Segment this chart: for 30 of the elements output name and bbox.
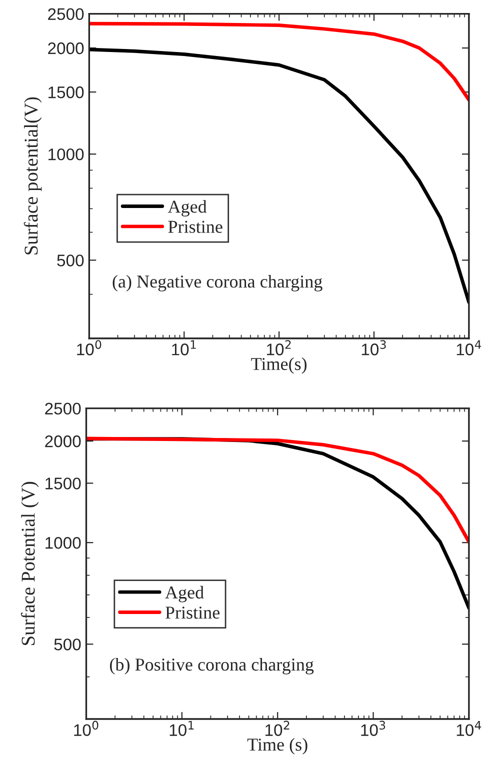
x-tick-label: 10$^{0}$ — [74, 720, 98, 736]
x-tick-label: 10$^{4}$ — [456, 340, 482, 356]
y-tick-label: 500 — [54, 638, 81, 650]
x-tick-label: 10$^{3}$ — [362, 340, 386, 356]
annotation: (b) Positive corona charging — [110, 658, 314, 674]
legend-label: Pristine — [168, 220, 222, 233]
y-tick-label: 1000 — [48, 148, 84, 160]
y-tick-label: 2000 — [45, 435, 81, 448]
legend-label: Pristine — [165, 606, 220, 619]
y-tick-label: 2000 — [48, 42, 84, 54]
x-tick-label: 10$^{3}$ — [361, 720, 386, 736]
x-tick-label: 10$^{2}$ — [266, 340, 291, 356]
x-axis-title: Time(s) — [251, 357, 307, 374]
annotation: (a) Negative corona charging — [112, 274, 322, 292]
y-axis-title: Surface potential(V) — [24, 97, 42, 254]
legend-label: Aged — [168, 200, 207, 217]
y-tick-label: 2500 — [48, 8, 84, 20]
x-tick-label: 10$^{2}$ — [266, 720, 290, 736]
y-tick-label: 1000 — [46, 537, 81, 549]
y-tick-label: 2500 — [45, 402, 81, 415]
x-tick-label: 10$^{4}$ — [456, 720, 482, 736]
x-tick-label: 10$^{1}$ — [170, 720, 194, 736]
legend-label: Aged — [165, 586, 204, 602]
y-tick-label: 1500 — [48, 86, 84, 98]
x-tick-label: 10$^{0}$ — [77, 340, 102, 356]
y-axis-title: Surface Potential (V) — [20, 482, 39, 645]
y-tick-label: 1500 — [46, 478, 81, 490]
x-axis-title: Time (s) — [247, 738, 308, 754]
y-tick-label: 500 — [57, 254, 84, 266]
x-tick-label: 10$^{1}$ — [172, 340, 196, 356]
